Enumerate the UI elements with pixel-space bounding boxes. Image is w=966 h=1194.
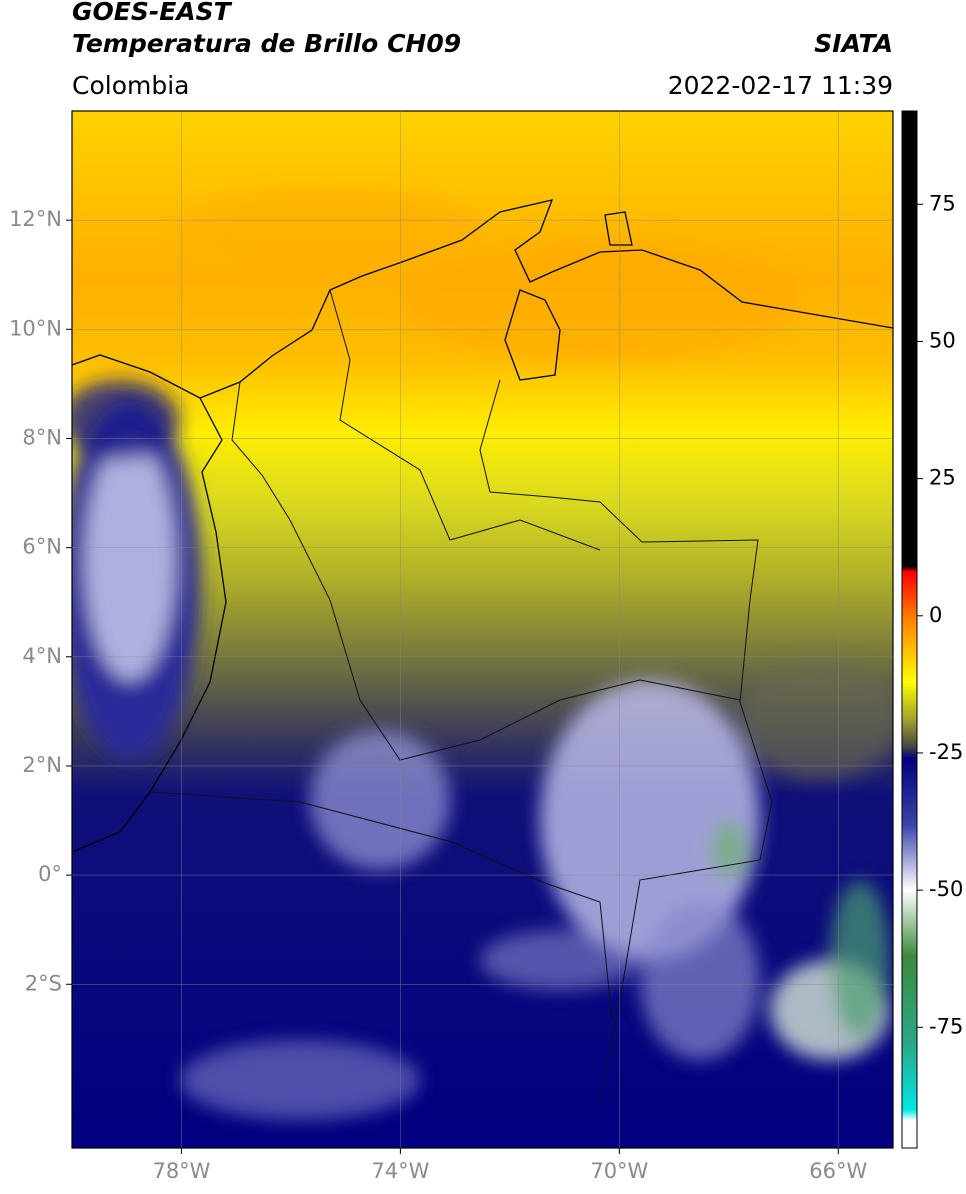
map-frame [71,110,894,1149]
satellite-image [72,111,893,1148]
datetime: 2022-02-17 11:39 [668,71,893,100]
colorbar-tick-label: 50 [929,328,956,352]
x-tick-label: 78°W [152,1159,210,1183]
coastlines [72,199,893,853]
x-tick-label: 70°W [590,1159,648,1183]
colorbar-bar [901,110,918,1149]
x-tick-label: 66°W [809,1159,867,1183]
colorbar: 75 50 25 0 -25 -50 -75 [901,110,963,1149]
region: Colombia [72,71,189,100]
y-tick-label: 4°N [22,644,62,668]
colorbar-tick-label: 0 [929,603,942,627]
source: SIATA [814,29,893,58]
colorbar-tick-label: -25 [929,740,963,764]
title-line1: GOES-EAST [72,0,233,26]
y-tick-label: 6°N [22,535,62,559]
y-tick-label: 2°S [25,971,62,995]
grid [72,111,893,1148]
y-tick-label: 2°N [22,753,62,777]
colorbar-tick-label: -50 [929,877,963,901]
colorbar-tick-label: 75 [929,191,956,215]
title-line2: Temperatura de Brillo CH09 [72,29,461,58]
y-tick-label: 0° [38,862,62,886]
y-tick-label: 8°N [22,425,62,449]
x-tick-label: 74°W [371,1159,429,1183]
colorbar-tick-label: -75 [929,1014,963,1038]
borders [149,289,773,1101]
cloud-field [72,190,893,1120]
y-tick-label: 10°N [9,316,62,340]
y-tick-label: 12°N [9,207,62,231]
colorbar-tick-label: 25 [929,466,956,490]
